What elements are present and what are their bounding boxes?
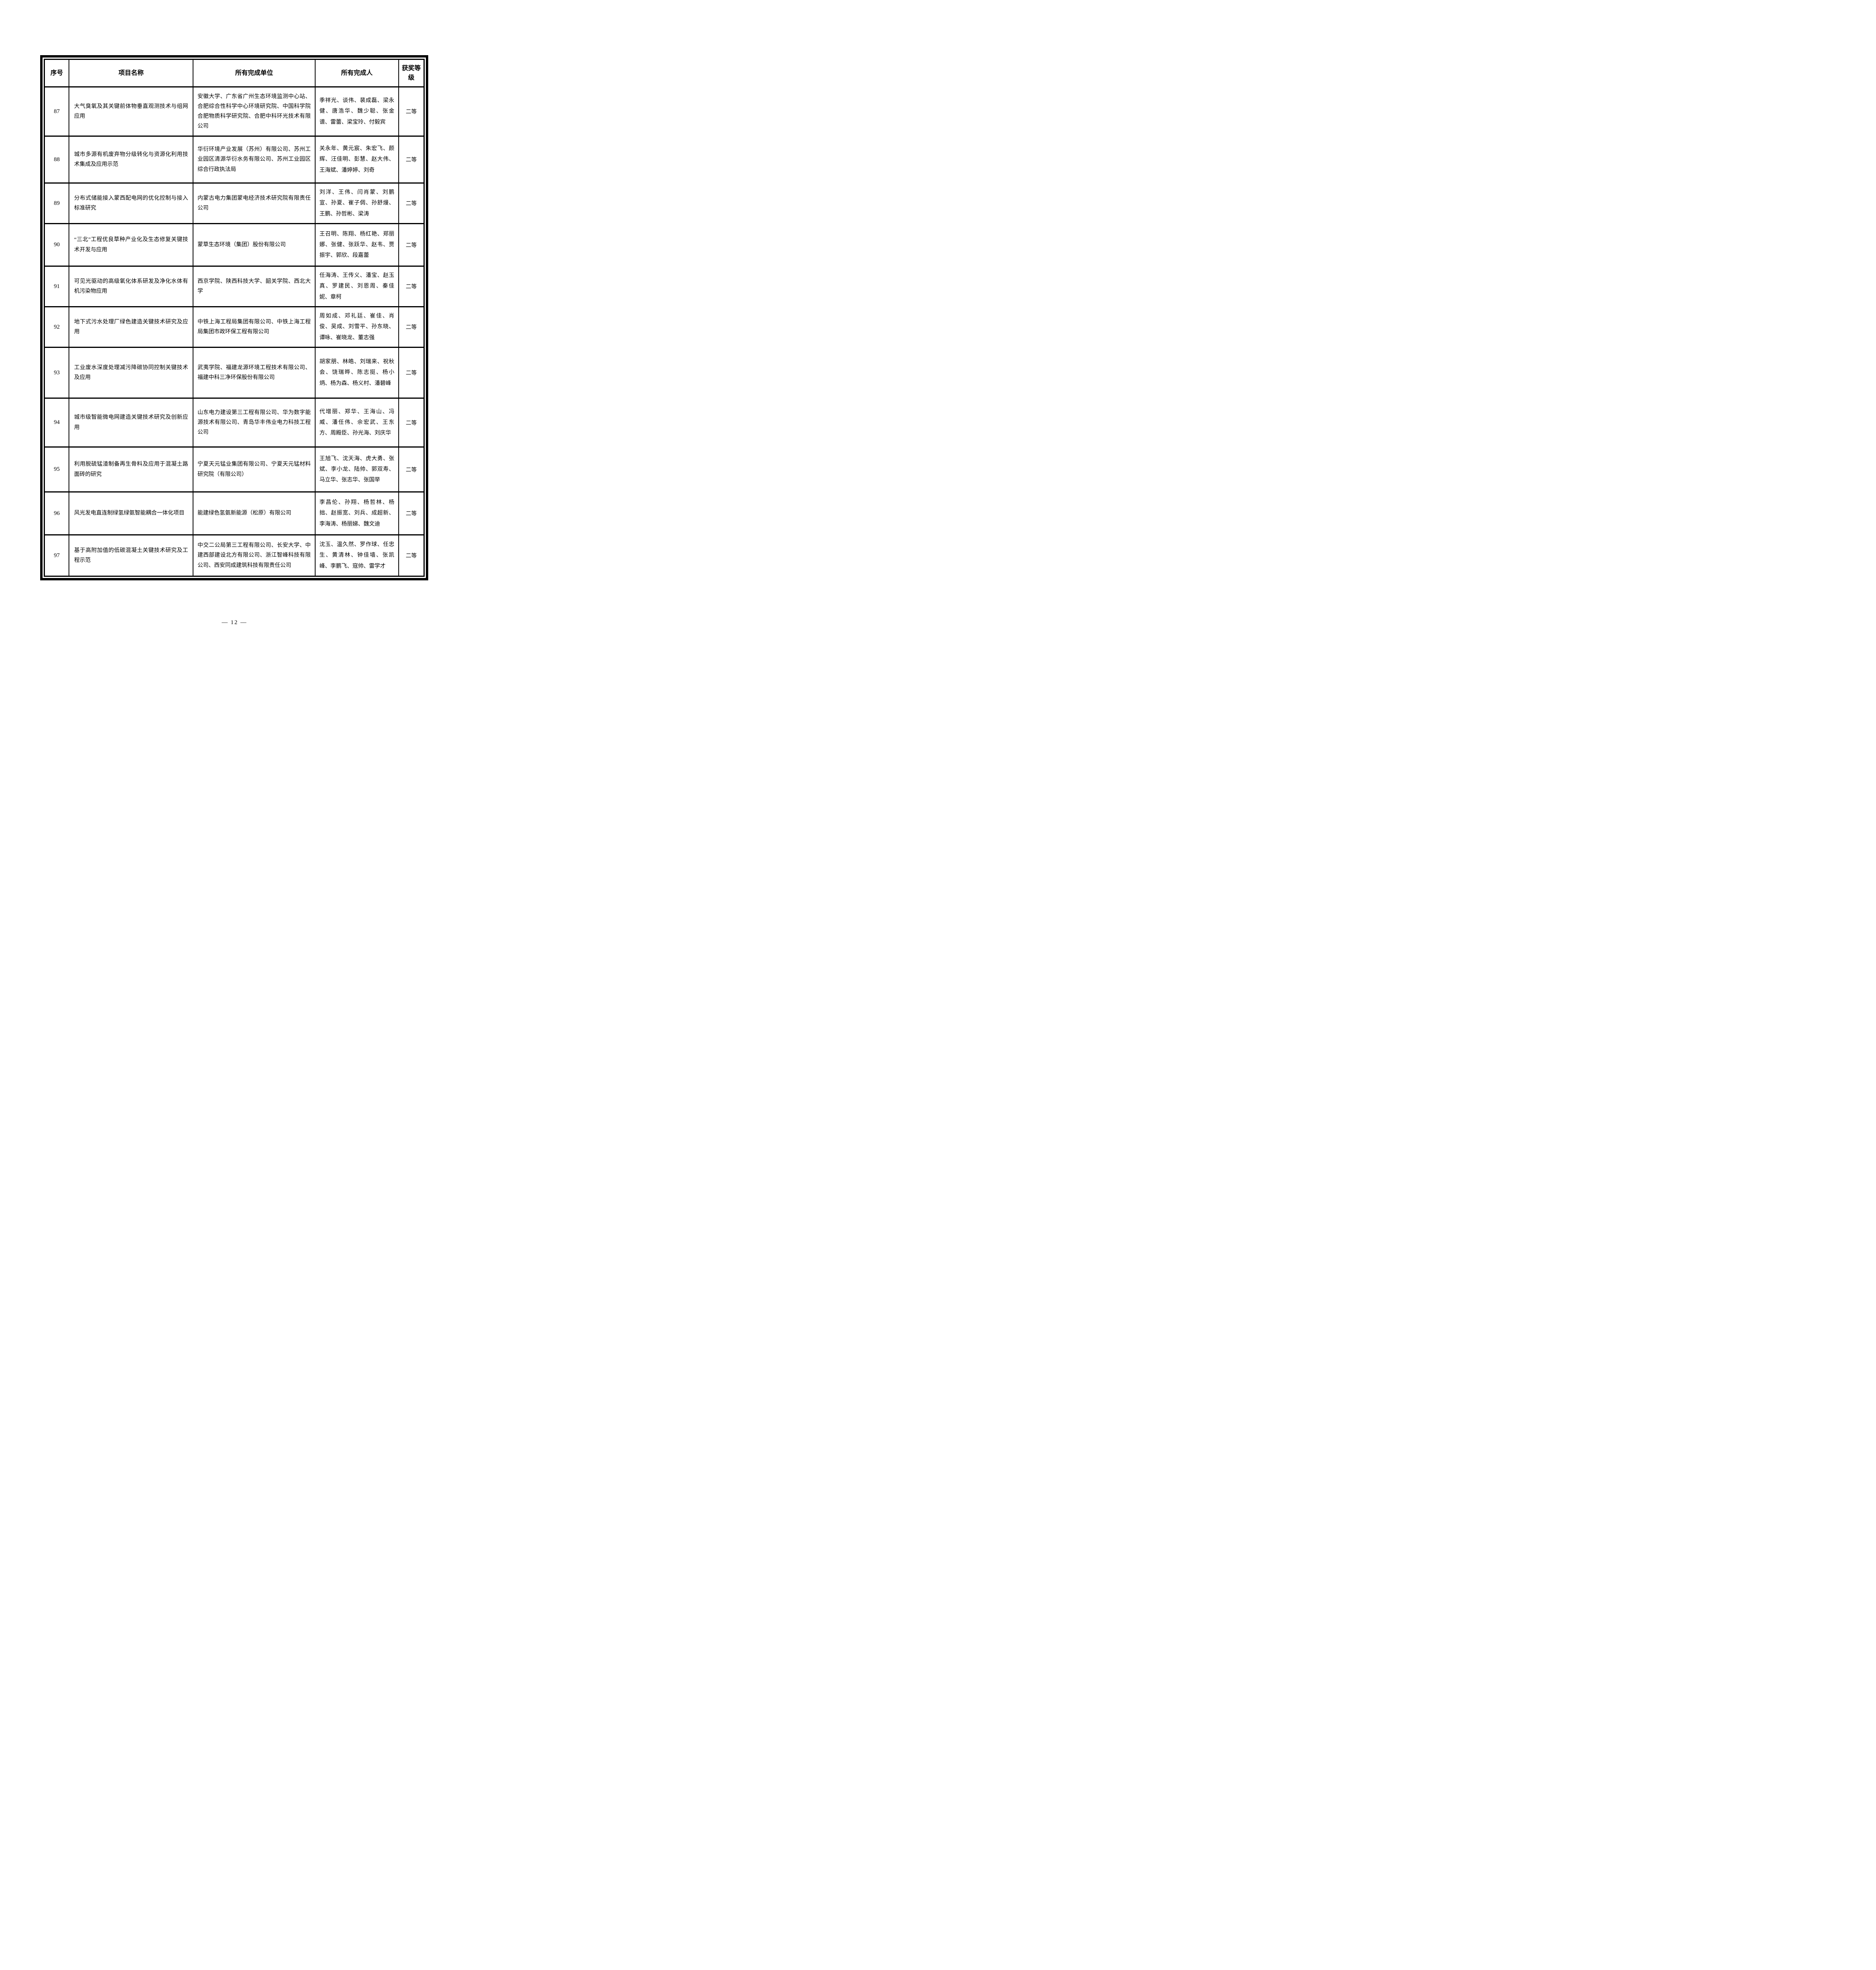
completing-units: 蒙草生态环境（集团）股份有限公司: [193, 223, 316, 267]
project-name: 风光发电直连制绿氢绿氨智能耦合一体化项目: [69, 491, 194, 535]
project-name: 可见光驱动的高级氧化体系研发及净化水体有机污染物应用: [69, 266, 194, 307]
award-grade: 二等: [398, 266, 425, 307]
table-row: 96 风光发电直连制绿氢绿氨智能耦合一体化项目 能建绿色氢氨新能源（松原）有限公…: [44, 491, 425, 535]
row-number: 96: [44, 491, 70, 535]
completers: 李昌伦、孙翔、杨哲林、杨拙、赵振宽、刘兵、成超新、李海涛、杨丽娣、魏文迪: [314, 491, 399, 535]
award-grade: 二等: [398, 347, 425, 399]
award-grade: 二等: [398, 223, 425, 267]
row-number: 92: [44, 306, 70, 348]
completers: 任海涛、王传义、潘宝、赵玉真、罗建民、刘恩周、秦佳妮、章柯: [314, 266, 399, 307]
award-table-frame: 序号 项目名称 所有完成单位 所有完成人 获奖等级 87 大气臭氧及其关键前体物…: [40, 55, 428, 580]
table-row: 91 可见光驱动的高级氧化体系研发及净化水体有机污染物应用 西京学院、陕西科技大…: [44, 266, 425, 307]
row-number: 93: [44, 347, 70, 399]
table-row: 94 城市级智能微电网建造关键技术研究及创新应用 山东电力建设第三工程有限公司、…: [44, 398, 425, 448]
table-header-row: 序号 项目名称 所有完成单位 所有完成人 获奖等级: [44, 59, 425, 87]
project-name: 工业废水深度处理减污降碳协同控制关键技术及应用: [69, 347, 194, 399]
table-row: 87 大气臭氧及其关键前体物垂直观测技术与组网应用 安徽大学、广东省广州生态环境…: [44, 86, 425, 137]
project-name: 基于高附加值的低碳混凝土关键技术研究及工程示范: [69, 534, 194, 577]
table-row: 93 工业废水深度处理减污降碳协同控制关键技术及应用 武夷学院、福建龙源环境工程…: [44, 347, 425, 399]
row-number: 94: [44, 398, 70, 448]
completers: 周如成、邓礼廷、崔佳、肖俊、吴成、刘雪平、孙东晓、谭咏、崔晓龙、董志强: [314, 306, 399, 348]
row-number: 91: [44, 266, 70, 307]
completing-units: 中交二公局第三工程有限公司、长安大学、中建西部建设北方有限公司、浙江智峰科技有限…: [193, 534, 316, 577]
award-grade: 二等: [398, 86, 425, 137]
award-table: 序号 项目名称 所有完成单位 所有完成人 获奖等级 87 大气臭氧及其关键前体物…: [44, 59, 425, 577]
project-name: 城市级智能微电网建造关键技术研究及创新应用: [69, 398, 194, 448]
row-number: 87: [44, 86, 70, 137]
header-completing-units: 所有完成单位: [193, 59, 316, 87]
completing-units: 能建绿色氢氨新能源（松原）有限公司: [193, 491, 316, 535]
completers: 沈玉、温久然、罗作球、任忠生、黄清林、钟佳墙、张凯峰、李鹏飞、寇帅、雷学才: [314, 534, 399, 577]
table-row: 92 地下式污水处理厂绿色建造关键技术研究及应用 中铁上海工程局集团有限公司、中…: [44, 306, 425, 348]
award-grade: 二等: [398, 182, 425, 224]
completers: 季祥光、谈伟、裴成磊、梁永健、唐浩华、魏少聪、张金谱、雷蕾、梁宝玲、付毅宾: [314, 86, 399, 137]
award-grade: 二等: [398, 398, 425, 448]
row-number: 88: [44, 136, 70, 184]
completing-units: 宁夏天元锰业集团有限公司、宁夏天元锰材料研究院（有限公司）: [193, 446, 316, 492]
header-project-name: 项目名称: [69, 59, 194, 87]
table-row: 88 城市多源有机废弃物分级转化与资源化利用技术集成及应用示范 华衍环境产业发展…: [44, 136, 425, 184]
completers: 胡家朋、林皓、刘瑞来、祝秋会、饶瑞晔、陈志挺、杨小炳、杨为森、杨义村、潘碧峰: [314, 347, 399, 399]
table-row: 89 分布式储能接入蒙西配电网的优化控制与接入标准研究 内蒙古电力集团蒙电经济技…: [44, 182, 425, 224]
row-number: 97: [44, 534, 70, 577]
completers: 代增丽、郑华、王海山、冯威、潘任伟、佘宏武、王东方、周殿臣、孙光海、刘庆华: [314, 398, 399, 448]
completing-units: 山东电力建设第三工程有限公司、华为数字能源技术有限公司、青岛华丰伟业电力科技工程…: [193, 398, 316, 448]
completing-units: 武夷学院、福建龙源环境工程技术有限公司、福建中科三净环保股份有限公司: [193, 347, 316, 399]
completers: 刘洋、王伟、闫肖蒙、刘鹏宣、孙夏、崔子倜、孙舒熳、王鹏、孙哲彬、梁涛: [314, 182, 399, 224]
completing-units: 西京学院、陕西科技大学、韶关学院、西北大学: [193, 266, 316, 307]
page-number: — 12 —: [221, 619, 247, 626]
completing-units: 安徽大学、广东省广州生态环境监测中心站、合肥综合性科学中心环境研究院、中国科学院…: [193, 86, 316, 137]
award-grade: 二等: [398, 491, 425, 535]
project-name: 利用脱硫锰渣制备再生骨料及应用于混凝土路面砖的研究: [69, 446, 194, 492]
project-name: 地下式污水处理厂绿色建造关键技术研究及应用: [69, 306, 194, 348]
award-grade: 二等: [398, 306, 425, 348]
completers: 关永年、黄元宸、朱宏飞、颜辉、汪佳明、彭慧、赵大伟、王海斌、潘婷婷、刘奇: [314, 136, 399, 184]
header-completers: 所有完成人: [314, 59, 399, 87]
award-grade: 二等: [398, 534, 425, 577]
completing-units: 中铁上海工程局集团有限公司、中铁上海工程局集团市政环保工程有限公司: [193, 306, 316, 348]
row-number: 89: [44, 182, 70, 224]
project-name: 大气臭氧及其关键前体物垂直观测技术与组网应用: [69, 86, 194, 137]
completing-units: 内蒙古电力集团蒙电经济技术研究院有限责任公司: [193, 182, 316, 224]
table-row: 90 “三北”工程优良草种产业化及生态修复关键技术开发与应用 蒙草生态环境（集团…: [44, 223, 425, 267]
header-serial-number: 序号: [44, 59, 70, 87]
project-name: “三北”工程优良草种产业化及生态修复关键技术开发与应用: [69, 223, 194, 267]
table-row: 95 利用脱硫锰渣制备再生骨料及应用于混凝土路面砖的研究 宁夏天元锰业集团有限公…: [44, 446, 425, 492]
header-award-grade: 获奖等级: [398, 59, 425, 87]
completers: 王旭飞、沈天海、虎大勇、张斌、李小龙、陆帅、郭双寿、马立华、张志华、张国举: [314, 446, 399, 492]
row-number: 90: [44, 223, 70, 267]
project-name: 分布式储能接入蒙西配电网的优化控制与接入标准研究: [69, 182, 194, 224]
award-grade: 二等: [398, 446, 425, 492]
table-row: 97 基于高附加值的低碳混凝土关键技术研究及工程示范 中交二公局第三工程有限公司…: [44, 534, 425, 577]
project-name: 城市多源有机废弃物分级转化与资源化利用技术集成及应用示范: [69, 136, 194, 184]
completers: 王召明、陈翔、杨红艳、郑丽娜、张健、张跃华、赵韦、贾振宇、郭欣、段嘉蕾: [314, 223, 399, 267]
row-number: 95: [44, 446, 70, 492]
award-grade: 二等: [398, 136, 425, 184]
completing-units: 华衍环境产业发展（苏州）有限公司、苏州工业园区清源华衍水务有限公司、苏州工业园区…: [193, 136, 316, 184]
